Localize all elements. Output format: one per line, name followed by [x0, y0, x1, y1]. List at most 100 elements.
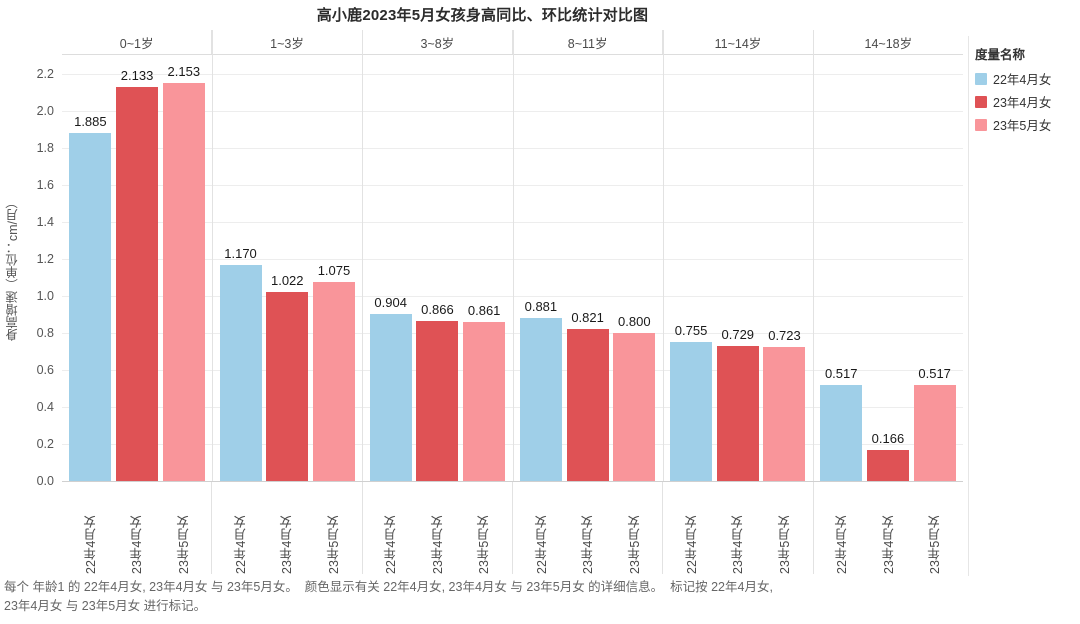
- x-axis-slot: 23年4月女: [414, 482, 460, 574]
- bar-value-label: 0.866: [421, 301, 454, 317]
- bar[interactable]: 1.075: [312, 263, 355, 481]
- x-axis-slot: 23年5月女: [160, 482, 206, 574]
- bar-slot: 0.517: [818, 56, 865, 481]
- y-tick-label: 1.6: [36, 178, 54, 193]
- bar[interactable]: 1.022: [266, 273, 309, 481]
- bar-slot: 1.170: [217, 56, 264, 481]
- y-tick-label: 2.2: [36, 67, 54, 82]
- bar-value-label: 1.075: [317, 263, 351, 279]
- x-axis-slot: 23年5月女: [310, 482, 356, 574]
- bar[interactable]: 1.170: [219, 246, 262, 481]
- legend-divider: [968, 36, 969, 576]
- page-title: 高小鹿2023年5月女孩身高同比、环比统计对比图: [316, 7, 649, 24]
- x-axis-group-5: 22年4月女 23年4月女 23年5月女: [663, 482, 814, 574]
- x-axis-label: 23年5月女: [928, 515, 943, 574]
- x-axis-label: 23年4月女: [731, 515, 746, 574]
- y-tick-label: 1.2: [36, 252, 54, 267]
- legend-swatch-icon: [975, 118, 987, 131]
- bar[interactable]: 0.723: [763, 328, 806, 481]
- bar-value-label: 0.729: [721, 327, 755, 343]
- legend-item-3[interactable]: 23年5月女: [975, 115, 1080, 134]
- bar-value-label: 2.153: [167, 64, 201, 80]
- x-axis-slot: 22年4月女: [368, 482, 414, 574]
- x-axis-label: 23年4月女: [581, 515, 596, 574]
- bar-slot: 0.904: [367, 56, 414, 481]
- bar-slot: 1.022: [264, 56, 311, 481]
- legend-item-2[interactable]: 23年4月女: [975, 92, 1080, 111]
- bar-value-label: 0.881: [524, 299, 558, 315]
- legend-item-label: 23年5月女: [993, 119, 1052, 133]
- bar-value-label: 0.821: [571, 310, 604, 326]
- bar[interactable]: 0.729: [716, 327, 759, 481]
- category-header-3: 3~8岁: [363, 30, 513, 54]
- bar-slot: 0.881: [518, 56, 565, 481]
- category-header-2: 1~3岁: [212, 30, 363, 54]
- y-tick-label: 0.2: [36, 437, 54, 452]
- bar-group-4: 0.881 0.821 0.800: [513, 56, 663, 481]
- legend-item-1[interactable]: 22年4月女: [975, 69, 1080, 88]
- bar-group-1: 1.885 2.133 2.153: [62, 56, 212, 481]
- x-axis-slot: 23年4月女: [264, 482, 310, 574]
- bar[interactable]: 0.861: [463, 303, 506, 481]
- y-tick-label: 0.4: [36, 400, 54, 415]
- bar-value-label: 1.170: [224, 245, 257, 261]
- x-axis-label: 22年4月女: [384, 515, 399, 574]
- bar-slot: 0.723: [761, 56, 808, 481]
- legend-swatch-icon: [975, 72, 987, 85]
- bar-groups: 1.885 2.133 2.153 1.170 1.022 1.075 0.904 0.866…: [62, 56, 963, 481]
- bar[interactable]: 0.517: [820, 366, 863, 481]
- x-axis-label: 23年5月女: [777, 515, 792, 574]
- footer-line-1: 每个 年龄1 的 22年4月女, 23年4月女 与 23年5月女。 颜色显示有关…: [4, 580, 773, 594]
- x-axis-label: 23年5月女: [176, 515, 191, 574]
- x-axis-group-2: 22年4月女 23年4月女 23年5月女: [212, 482, 363, 574]
- bar-value-label: 1.022: [270, 273, 304, 289]
- bar[interactable]: 0.755: [670, 323, 713, 481]
- bar-group-3: 0.904 0.866 0.861: [362, 56, 512, 481]
- bar[interactable]: 0.866: [416, 302, 459, 481]
- bar[interactable]: 0.821: [566, 310, 609, 481]
- x-axis-slot: 22年4月女: [217, 482, 263, 574]
- bar[interactable]: 0.800: [613, 314, 656, 481]
- bar-value-label: 0.166: [871, 431, 905, 447]
- bar[interactable]: 2.133: [116, 68, 159, 481]
- x-axis-slot: 23年4月女: [865, 482, 911, 574]
- legend: 度量名称 22年4月女 23年4月女 23年5月女: [975, 44, 1080, 138]
- x-axis-slot: 23年4月女: [564, 482, 610, 574]
- legend-swatch-icon: [975, 95, 987, 108]
- bar-slot: 0.821: [564, 56, 611, 481]
- bar-value-label: 0.800: [618, 314, 651, 330]
- bar-value-label: 1.885: [74, 113, 107, 129]
- x-axis-slot: 23年4月女: [715, 482, 761, 574]
- group-separator: [812, 30, 814, 481]
- x-axis-group-1: 22年4月女 23年4月女 23年5月女: [62, 482, 213, 574]
- bar[interactable]: 2.153: [162, 64, 205, 481]
- x-axis-slot: 23年5月女: [912, 482, 958, 574]
- bar-slot: 0.729: [714, 56, 761, 481]
- x-axis-label: 23年4月女: [280, 515, 295, 574]
- bar-slot: 1.075: [311, 56, 358, 481]
- bar[interactable]: 0.904: [369, 295, 412, 481]
- x-axis-group-6: 22年4月女 23年4月女 23年5月女: [814, 482, 963, 574]
- axis-baseline: [62, 481, 963, 482]
- legend-item-label: 23年4月女: [993, 96, 1052, 110]
- bar[interactable]: 0.166: [866, 431, 909, 481]
- group-separator: [362, 30, 364, 481]
- group-separator: [662, 30, 664, 481]
- x-axis-group-4: 22年4月女 23年4月女 23年5月女: [513, 482, 664, 574]
- bar[interactable]: 0.881: [519, 299, 562, 481]
- bar-slot: 0.866: [414, 56, 461, 481]
- bar[interactable]: 0.517: [913, 366, 956, 481]
- x-axis: 22年4月女 23年4月女 23年5月女 22年4月女 23年4月女 23年5月女 22年4…: [62, 482, 963, 574]
- bar-slot: 0.755: [668, 56, 715, 481]
- bar-slot: 0.517: [911, 56, 958, 481]
- legend-item-label: 22年4月女: [993, 73, 1052, 87]
- plot-area: 1.885 2.133 2.153 1.170 1.022 1.075 0.904 0.866…: [62, 30, 963, 482]
- x-axis-slot: 22年4月女: [819, 482, 865, 574]
- y-tick-label: 0.8: [36, 326, 54, 341]
- x-axis-slot: 23年4月女: [113, 482, 159, 574]
- bar-group-5: 0.755 0.729 0.723: [663, 56, 813, 481]
- x-axis-label: 23年4月女: [430, 515, 445, 574]
- bar[interactable]: 1.885: [69, 114, 112, 481]
- x-axis-label: 22年4月女: [83, 515, 98, 574]
